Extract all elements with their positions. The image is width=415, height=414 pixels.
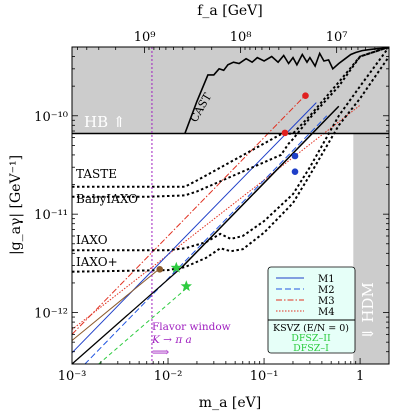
y-tick-label: 10⁻¹⁰ bbox=[34, 110, 68, 125]
marker-m3-lower bbox=[281, 129, 289, 137]
legend-m4-label: M4 bbox=[318, 307, 335, 318]
babyiaxo-label: BabyIAXO bbox=[76, 192, 138, 206]
iaxoplus-label: IAXO+ bbox=[76, 255, 118, 269]
sensitivity-curve-4 bbox=[72, 55, 389, 273]
legend-m1-label: M1 bbox=[318, 274, 335, 285]
legend: M1 M2 M3 M4 KSVZ (E/N = 0) DFSZ–II DFSZ–… bbox=[267, 266, 356, 354]
legend-dfsz2-label: DFSZ–II bbox=[291, 333, 331, 344]
axis-ticks: 10⁻³ 10⁻² 10⁻¹ 1 10⁻¹² 10⁻¹¹ 10⁻¹⁰ 10⁹ 10⁸ 10⁷ bbox=[34, 30, 390, 384]
hdm-excluded-region bbox=[353, 47, 389, 364]
flavor-window-label: Flavor window bbox=[152, 321, 231, 333]
model-m2-line bbox=[84, 115, 328, 364]
y-tick-label: 10⁻¹¹ bbox=[34, 208, 68, 223]
x-tick-label: 1 bbox=[356, 369, 364, 384]
plot-frame bbox=[71, 46, 390, 365]
marker-m1-lower bbox=[291, 168, 299, 176]
sensitivity-curve-3 bbox=[72, 47, 389, 252]
marker-dfsz2-star bbox=[170, 261, 182, 273]
marker-dfsz1-star bbox=[180, 280, 192, 292]
legend-dfsz1-label: DFSZ–I bbox=[293, 343, 329, 354]
flavor-window-process: K → π a bbox=[151, 334, 192, 346]
hdm-label: ⇓ HDM bbox=[359, 282, 377, 340]
sensitivity-curves bbox=[72, 47, 389, 273]
marker-m1-upper bbox=[291, 152, 299, 160]
taste-label: TASTE bbox=[76, 167, 117, 181]
y-tick-label: 10⁻¹² bbox=[34, 307, 68, 322]
x-tick-label: 10⁻¹ bbox=[250, 369, 279, 384]
top-tick-label: 10⁷ bbox=[326, 30, 348, 45]
x-tick-label: 10⁻² bbox=[154, 369, 183, 384]
top-axis-label: f_a [GeV] bbox=[197, 3, 262, 19]
y-axis-label: |g_aγ| [GeV⁻¹] bbox=[8, 155, 24, 255]
top-tick-label: 10⁸ bbox=[230, 30, 252, 45]
model-m3-line bbox=[72, 94, 306, 335]
top-tick-label: 10⁹ bbox=[134, 30, 156, 45]
sensitivity-curve-2 bbox=[72, 47, 389, 198]
x-tick-label: 10⁻³ bbox=[58, 369, 87, 384]
marker-m3-upper bbox=[302, 92, 309, 99]
legend-m3-label: M3 bbox=[318, 296, 335, 307]
model-brown-line bbox=[72, 268, 160, 341]
cast-bound-line bbox=[184, 47, 389, 134]
legend-m2-label: M2 bbox=[318, 285, 335, 296]
model-m1-line bbox=[72, 102, 317, 354]
flavor-window-arrow: ⟹ bbox=[152, 345, 169, 359]
legend-ksvz-label: KSVZ (E/N = 0) bbox=[273, 323, 349, 334]
marker-brown bbox=[156, 266, 164, 273]
benchmark-markers bbox=[156, 92, 309, 292]
x-axis-label: m_a [eV] bbox=[199, 395, 261, 411]
iaxo-label: IAXO bbox=[76, 233, 108, 247]
hb-label: HB ⇑ bbox=[84, 113, 125, 131]
dfsz-line bbox=[97, 284, 191, 364]
model-m4-line bbox=[72, 104, 361, 330]
ksvz-line bbox=[72, 266, 183, 364]
